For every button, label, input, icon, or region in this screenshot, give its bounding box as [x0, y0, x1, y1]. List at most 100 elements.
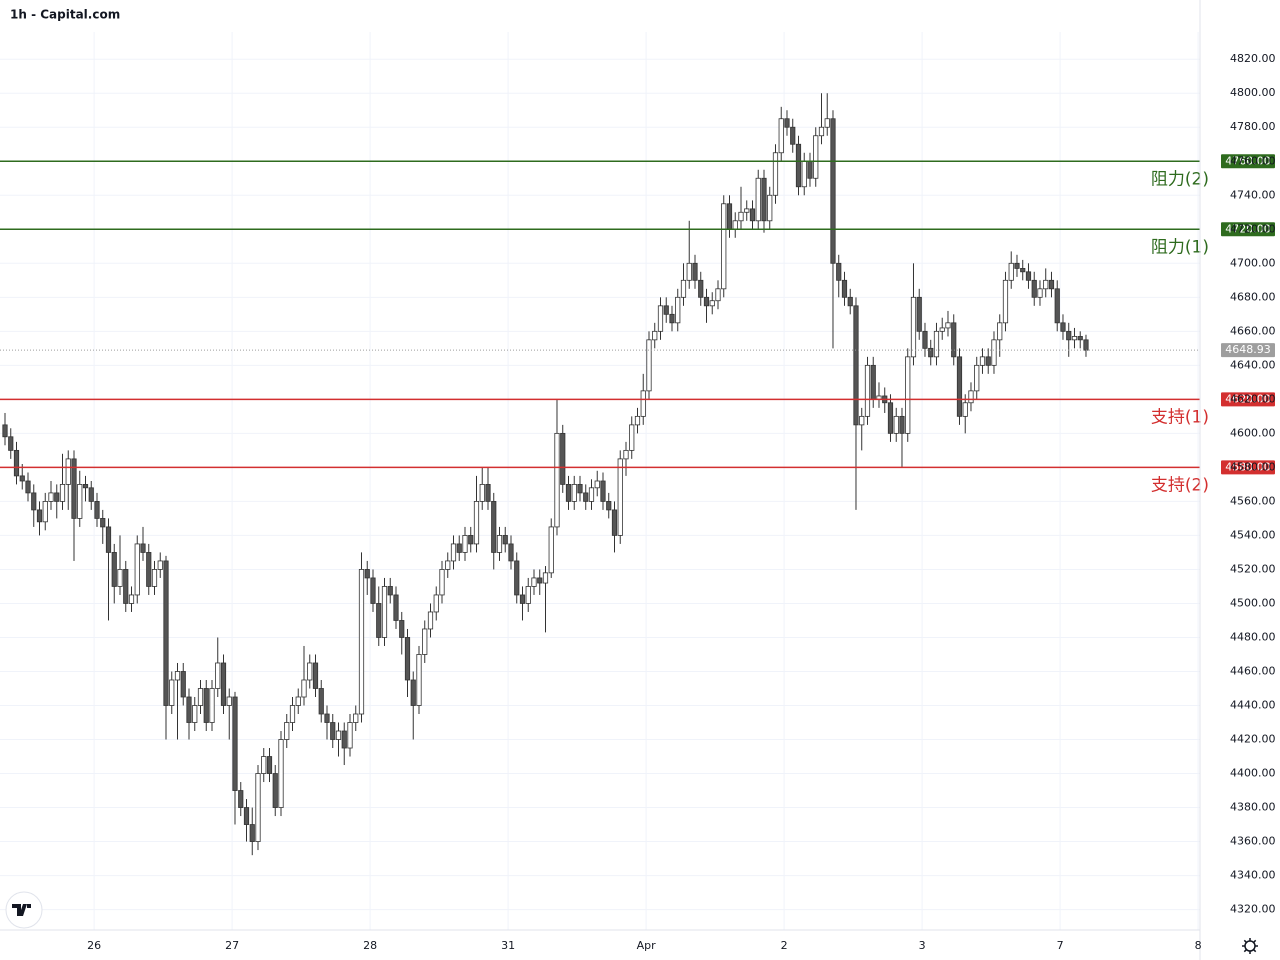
y-tick-label: 4480.00 — [1230, 630, 1276, 643]
x-tick-label: Apr — [637, 939, 657, 952]
candle-body — [1008, 262, 1014, 281]
candle-body — [123, 569, 129, 604]
candle-body — [209, 688, 215, 723]
candle-body — [991, 339, 997, 366]
y-tick-label: 4320.00 — [1230, 903, 1276, 916]
candle-body — [554, 432, 560, 528]
candle-body — [220, 662, 227, 706]
candle-body — [13, 449, 20, 477]
candle-body — [1043, 279, 1049, 290]
candle-body — [1031, 279, 1037, 298]
candle-body — [732, 220, 738, 230]
candle-body — [744, 208, 750, 213]
candle-body — [560, 432, 566, 485]
y-tick-label: 4720.00 — [1230, 222, 1276, 235]
candle-body — [318, 688, 324, 715]
level-price-label: 4580.00 — [1225, 460, 1271, 473]
candle-body — [1048, 279, 1055, 290]
y-tick-label: 4580.00 — [1230, 460, 1276, 473]
candle-body — [525, 586, 531, 604]
candle-body — [353, 713, 359, 723]
candle-body — [249, 824, 255, 842]
candle-body — [31, 492, 37, 511]
y-tick-label: 4780.00 — [1230, 120, 1276, 133]
candle-body — [192, 705, 198, 723]
candle-body — [514, 560, 520, 596]
candle-body — [565, 484, 572, 502]
candle-body — [577, 484, 583, 494]
candle-body — [738, 211, 744, 222]
candle-body — [1071, 336, 1078, 341]
candle-body — [100, 518, 106, 528]
candle-body — [94, 501, 100, 519]
candle-body — [341, 730, 347, 749]
candle-body — [48, 492, 54, 502]
candle-body — [813, 135, 819, 179]
candle-body — [606, 501, 612, 511]
candle-body — [485, 484, 491, 502]
x-tick-label: 27 — [225, 939, 239, 952]
candle-body — [1014, 262, 1020, 269]
x-tick-label: 7 — [1057, 939, 1064, 952]
candle-body — [928, 347, 934, 358]
y-tick-label: 4460.00 — [1230, 664, 1276, 677]
x-tick-label: 31 — [501, 939, 515, 952]
y-tick-label: 4420.00 — [1230, 733, 1276, 746]
x-tick-label: 26 — [87, 939, 101, 952]
candle-body — [479, 484, 485, 502]
last-price-label: 4648.93 — [1225, 343, 1271, 356]
candle-body — [215, 662, 221, 689]
y-tick-label: 4380.00 — [1230, 801, 1276, 814]
candle-body — [261, 756, 267, 774]
candle-body — [307, 662, 313, 681]
candle-body — [1066, 330, 1072, 341]
candle-body — [939, 327, 945, 332]
y-tick-label: 4640.00 — [1230, 358, 1276, 371]
candle-body — [531, 577, 537, 587]
candle-body — [945, 322, 951, 329]
candle-body — [134, 543, 140, 596]
candle-body — [588, 487, 595, 502]
candle-body — [905, 356, 911, 434]
candle-body — [594, 480, 600, 489]
candle-body — [910, 296, 917, 358]
last-price-box — [1221, 343, 1275, 358]
y-tick-label: 4620.00 — [1230, 392, 1276, 405]
candle-body — [801, 160, 807, 188]
candle-body — [916, 296, 922, 332]
candle-body — [611, 509, 618, 536]
candle-body — [169, 679, 175, 706]
candle-body — [893, 415, 899, 434]
candle-body — [818, 126, 825, 137]
candle-body — [979, 356, 986, 366]
candle-body — [473, 501, 480, 545]
y-tick-label: 4500.00 — [1230, 596, 1276, 609]
candle-body — [433, 594, 439, 613]
candle-body — [864, 364, 871, 417]
candle-body — [652, 330, 658, 341]
candle-body — [59, 484, 66, 502]
candle-body — [859, 415, 865, 426]
level-price-label: 4760.00 — [1225, 154, 1271, 167]
candle-body — [312, 662, 319, 689]
candle-body — [491, 501, 497, 553]
candle-body — [71, 458, 77, 519]
candle-body — [887, 402, 894, 434]
candle-body — [324, 713, 330, 723]
logo — [5, 891, 43, 929]
candle-body — [841, 279, 848, 298]
candle-body — [824, 118, 830, 128]
candle-body — [197, 688, 204, 706]
candle-body — [255, 773, 261, 842]
chart-title: 1h - Capital.com — [10, 8, 120, 22]
candle-body — [663, 305, 669, 315]
candle-body — [542, 572, 549, 584]
candle-body — [174, 671, 181, 681]
candle-body — [410, 679, 416, 706]
candle-body — [698, 279, 704, 298]
candle-body — [422, 628, 428, 655]
candle-body — [393, 594, 399, 621]
candle-body — [427, 611, 434, 630]
settings-icon[interactable] — [1242, 938, 1258, 954]
candle-body — [686, 262, 692, 281]
